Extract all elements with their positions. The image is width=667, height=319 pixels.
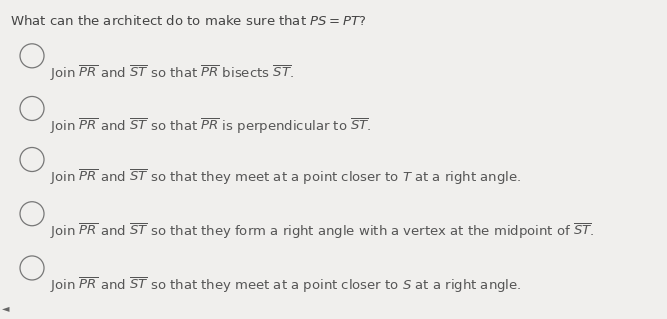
Text: ◄: ◄ [2, 303, 9, 313]
Text: Join $\overline{PR}$ and $\overline{ST}$ so that they form a right angle with a : Join $\overline{PR}$ and $\overline{ST}$… [50, 222, 594, 241]
Text: Join $\overline{PR}$ and $\overline{ST}$ so that $\overline{PR}$ bisects $\overl: Join $\overline{PR}$ and $\overline{ST}$… [50, 64, 294, 83]
Text: What can the architect do to make sure that $PS = PT$?: What can the architect do to make sure t… [10, 14, 366, 28]
Text: Join $\overline{PR}$ and $\overline{ST}$ so that they meet at a point closer to : Join $\overline{PR}$ and $\overline{ST}$… [50, 167, 521, 187]
Text: Join $\overline{PR}$ and $\overline{ST}$ so that they meet at a point closer to : Join $\overline{PR}$ and $\overline{ST}$… [50, 276, 522, 295]
Text: Join $\overline{PR}$ and $\overline{ST}$ so that $\overline{PR}$ is perpendicula: Join $\overline{PR}$ and $\overline{ST}$… [50, 116, 372, 136]
